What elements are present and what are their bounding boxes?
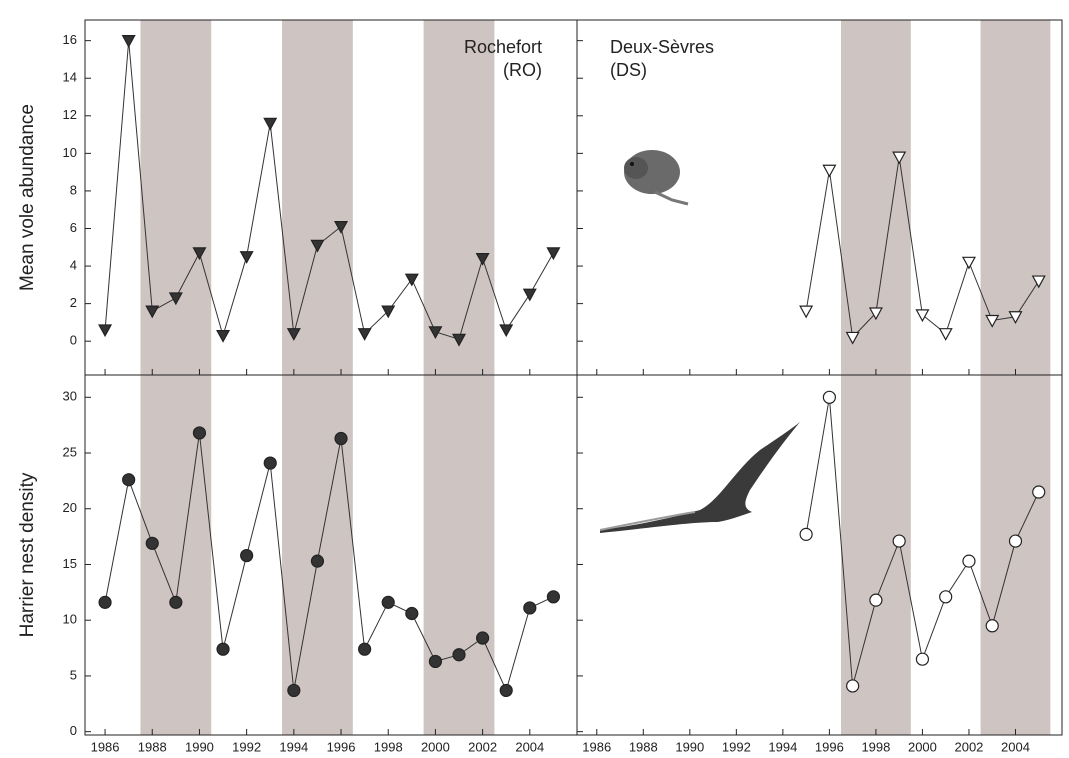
data-point xyxy=(870,594,882,606)
data-point xyxy=(406,608,418,620)
data-point xyxy=(217,643,229,655)
x-tick-label: 2000 xyxy=(421,739,450,754)
panel-title: Deux-Sèvres xyxy=(610,37,714,57)
data-point xyxy=(1033,486,1045,498)
data-point xyxy=(477,632,489,644)
x-tick-label: 1992 xyxy=(722,739,751,754)
data-point xyxy=(986,620,998,632)
y-tick-label: 5 xyxy=(70,667,77,682)
data-point xyxy=(524,602,536,614)
x-tick-label: 1998 xyxy=(374,739,403,754)
data-point xyxy=(264,118,276,129)
data-point xyxy=(823,165,835,176)
data-point xyxy=(288,684,300,696)
data-point xyxy=(500,684,512,696)
y-tick-label: 15 xyxy=(63,556,77,571)
background-layer xyxy=(140,20,1050,735)
x-tick-label: 1988 xyxy=(629,739,658,754)
y-tick-label: 4 xyxy=(70,257,77,272)
data-point xyxy=(146,537,158,549)
y-tick-label: 10 xyxy=(63,612,77,627)
harrier-image xyxy=(600,422,800,533)
y-tick-label: 8 xyxy=(70,182,77,197)
data-point xyxy=(1009,535,1021,547)
data-point xyxy=(547,248,559,259)
data-point xyxy=(453,649,465,661)
data-point xyxy=(916,310,928,321)
data-point xyxy=(547,591,559,603)
y-tick-label: 14 xyxy=(63,70,77,85)
data-point xyxy=(123,36,135,47)
x-tick-label: 1990 xyxy=(675,739,704,754)
shaded-period xyxy=(841,20,911,375)
data-point xyxy=(170,596,182,608)
data-point xyxy=(264,457,276,469)
x-tick-label: 1998 xyxy=(861,739,890,754)
data-point xyxy=(335,433,347,445)
y-tick-label: 25 xyxy=(63,444,77,459)
data-point xyxy=(359,329,371,340)
x-tick-label: 1994 xyxy=(279,739,308,754)
data-point xyxy=(193,427,205,439)
vole-image xyxy=(624,150,688,204)
data-point xyxy=(940,329,952,340)
x-tick-label: 2000 xyxy=(908,739,937,754)
data-point xyxy=(241,252,253,263)
data-point xyxy=(823,391,835,403)
x-tick-label: 2004 xyxy=(515,739,544,754)
panel-title: (DS) xyxy=(610,60,647,80)
y-tick-label: 2 xyxy=(70,295,77,310)
shaded-period xyxy=(424,375,495,735)
x-tick-label: 1992 xyxy=(232,739,261,754)
data-point xyxy=(406,274,418,285)
panel-title: Rochefort xyxy=(464,37,542,57)
data-point xyxy=(241,550,253,562)
x-tick-label: 2004 xyxy=(1001,739,1030,754)
data-point xyxy=(800,528,812,540)
data-point xyxy=(99,325,111,336)
x-tick-label: 1994 xyxy=(768,739,797,754)
data-point xyxy=(429,655,441,667)
data-point xyxy=(217,331,229,342)
x-tick-label: 2002 xyxy=(954,739,983,754)
data-point xyxy=(893,535,905,547)
data-point xyxy=(940,591,952,603)
data-point xyxy=(382,596,394,608)
data-point xyxy=(963,555,975,567)
data-point xyxy=(847,680,859,692)
y-tick-label: 6 xyxy=(70,220,77,235)
data-point xyxy=(963,257,975,268)
x-tick-label: 1986 xyxy=(91,739,120,754)
data-point xyxy=(311,555,323,567)
x-tick-label: 1996 xyxy=(815,739,844,754)
y-tick-label: 10 xyxy=(63,145,77,160)
y-tick-label: 20 xyxy=(63,500,77,515)
shaded-period xyxy=(981,375,1051,735)
y-tick-label: 16 xyxy=(63,32,77,47)
x-tick-label: 1996 xyxy=(327,739,356,754)
y-tick-label: 12 xyxy=(63,107,77,122)
data-point xyxy=(524,289,536,300)
data-point xyxy=(916,653,928,665)
data-point xyxy=(99,596,111,608)
data-point xyxy=(500,325,512,336)
data-point xyxy=(800,306,812,317)
shaded-period xyxy=(140,20,211,375)
x-tick-label: 2002 xyxy=(468,739,497,754)
data-point xyxy=(359,643,371,655)
panel-title: (RO) xyxy=(503,60,542,80)
x-tick-label: 1986 xyxy=(582,739,611,754)
x-tick-label: 1988 xyxy=(138,739,167,754)
x-tick-label: 1990 xyxy=(185,739,214,754)
chart: 0 2 4 6 8 10 12 14 16 Mean vole abundance Rochefor… xyxy=(0,0,1069,758)
y-tick-label: 0 xyxy=(70,333,77,348)
y-axis-label: Harrier nest density xyxy=(17,472,38,637)
y-tick-label: 0 xyxy=(70,723,77,738)
y-axis-label: Mean vole abundance xyxy=(17,104,38,291)
data-point xyxy=(123,474,135,486)
shaded-period xyxy=(424,20,495,375)
y-tick-label: 30 xyxy=(63,389,77,404)
